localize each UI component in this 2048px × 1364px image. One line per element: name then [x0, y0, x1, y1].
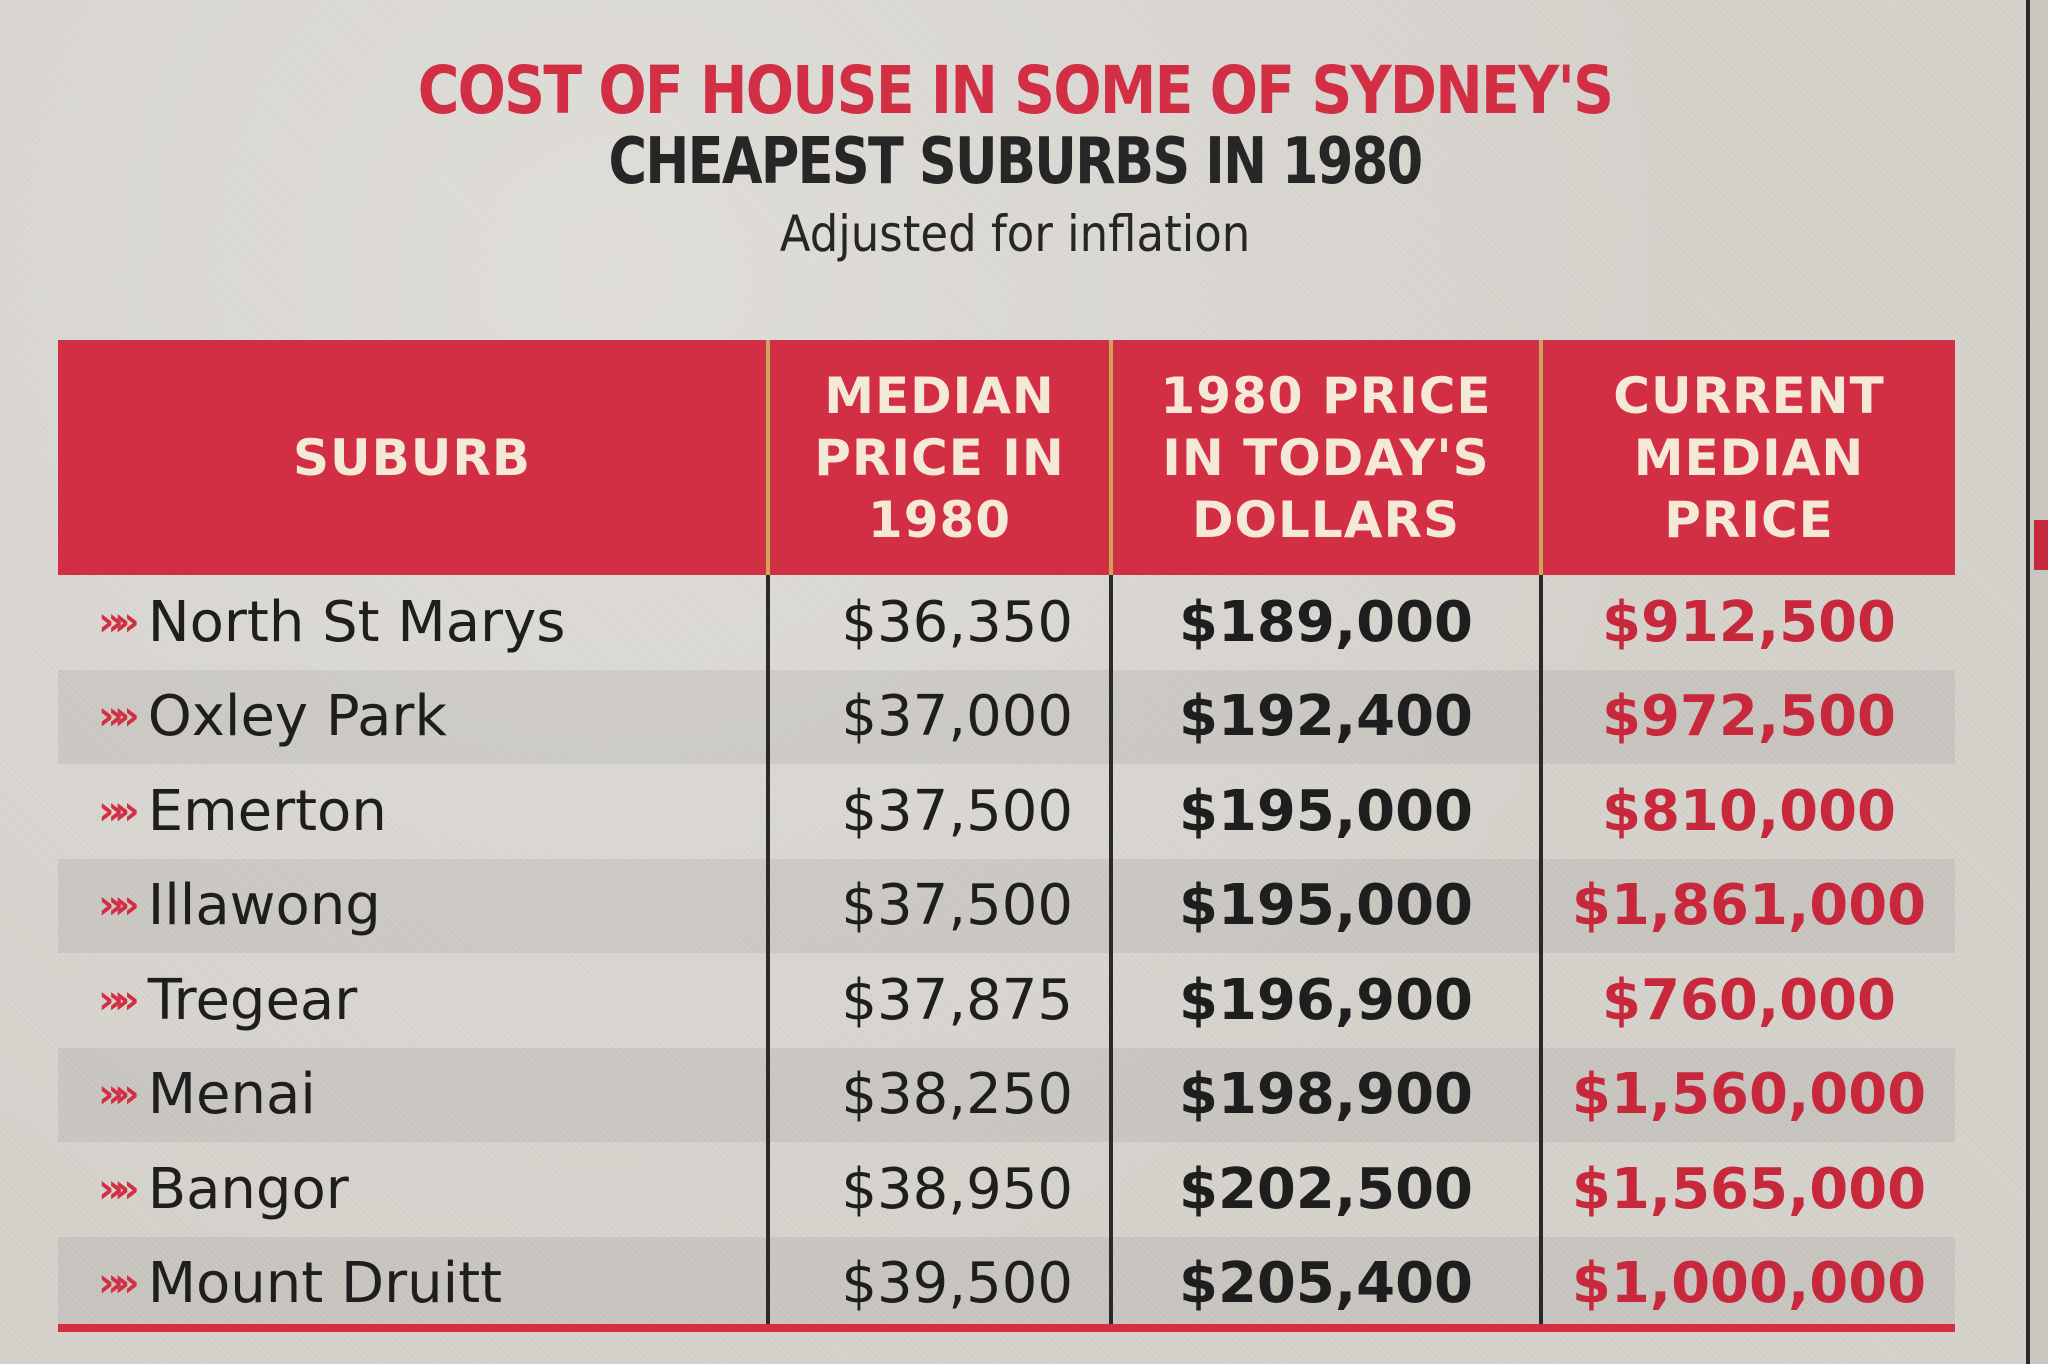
median-1980-cell: $39,500 — [766, 1236, 1111, 1331]
subtitle: Adjusted for inflation — [779, 205, 1251, 263]
suburb-cell: Illawong — [58, 858, 768, 953]
current-median-cell: $972,500 — [1539, 669, 1955, 764]
median-1980-cell: $38,950 — [766, 1142, 1111, 1237]
suburb-cell: Bangor — [58, 1142, 768, 1237]
suburb-name: Menai — [147, 1062, 316, 1128]
title-line-1: COST OF HOUSE IN SOME OF SYDNEY'S — [417, 52, 1614, 129]
table-row: North St Marys $36,350 $189,000 $912,500 — [58, 575, 1955, 670]
table-row: Oxley Park $37,000 $192,400 $972,500 — [58, 669, 1955, 764]
header-line: MEDIAN — [824, 366, 1055, 425]
median-1980-cell: $37,875 — [766, 953, 1111, 1048]
adjacent-column-edge — [2030, 0, 2048, 1364]
double-chevron-right-icon — [98, 1166, 130, 1212]
price-today-cell: $202,500 — [1109, 1142, 1541, 1237]
price-today-cell: $192,400 — [1109, 669, 1541, 764]
current-median-cell: $1,560,000 — [1539, 1047, 1955, 1142]
header-line: DOLLARS — [1192, 490, 1460, 549]
column-divider-rule — [2026, 0, 2030, 1364]
suburb-name: North St Marys — [147, 589, 566, 655]
current-median-cell: $1,565,000 — [1539, 1142, 1955, 1237]
suburb-name: Mount Druitt — [147, 1251, 503, 1317]
price-today-cell: $195,000 — [1109, 764, 1541, 859]
suburb-name: Tregear — [147, 967, 358, 1033]
median-1980-cell: $36,350 — [766, 575, 1111, 670]
table-row: Bangor $38,950 $202,500 $1,565,000 — [58, 1142, 1955, 1237]
table-row: Mount Druitt $39,500 $205,400 $1,000,000 — [58, 1236, 1955, 1331]
double-chevron-right-icon — [98, 1260, 130, 1306]
header-line: PRICE IN — [814, 428, 1065, 487]
bottom-divider — [58, 1324, 1955, 1332]
current-median-cell: $912,500 — [1539, 575, 1955, 670]
price-today-cell: $189,000 — [1109, 575, 1541, 670]
current-median-cell: $1,861,000 — [1539, 858, 1955, 953]
suburb-name: Illawong — [147, 873, 381, 939]
table-row: Tregear $37,875 $196,900 $760,000 — [58, 953, 1955, 1048]
table-row: Illawong $37,500 $195,000 $1,861,000 — [58, 858, 1955, 953]
current-median-cell: $810,000 — [1539, 764, 1955, 859]
double-chevron-right-icon — [98, 788, 130, 834]
suburb-cell: North St Marys — [58, 575, 768, 670]
suburb-cell: Oxley Park — [58, 669, 768, 764]
price-today-cell: $196,900 — [1109, 953, 1541, 1048]
double-chevron-right-icon — [98, 693, 130, 739]
header-line: MEDIAN — [1633, 428, 1865, 487]
median-1980-cell: $37,500 — [766, 858, 1111, 953]
col-header-suburb: SUBURB — [58, 340, 768, 575]
price-today-cell: $205,400 — [1109, 1236, 1541, 1331]
price-today-cell: $198,900 — [1109, 1047, 1541, 1142]
header-line: 1980 — [867, 490, 1012, 549]
table-row: Menai $38,250 $198,900 $1,560,000 — [58, 1047, 1955, 1142]
median-1980-cell: $37,000 — [766, 669, 1111, 764]
double-chevron-right-icon — [98, 1071, 130, 1117]
suburb-cell: Emerton — [58, 764, 768, 859]
double-chevron-right-icon — [98, 977, 130, 1023]
header-line: IN TODAY'S — [1162, 428, 1490, 487]
double-chevron-right-icon — [98, 599, 130, 645]
suburb-cell: Mount Druitt — [58, 1236, 768, 1331]
col-header-current-median: CURRENT MEDIAN PRICE — [1539, 340, 1955, 575]
title-line-2: CHEAPEST SUBURBS IN 1980 — [608, 125, 1423, 199]
median-1980-cell: $37,500 — [766, 764, 1111, 859]
suburb-cell: Menai — [58, 1047, 768, 1142]
suburb-name: Oxley Park — [147, 684, 447, 750]
median-1980-cell: $38,250 — [766, 1047, 1111, 1142]
current-median-cell: $1,000,000 — [1539, 1236, 1955, 1331]
suburb-name: Bangor — [147, 1156, 349, 1222]
header-line: PRICE — [1664, 490, 1834, 549]
suburb-price-table: SUBURB MEDIAN PRICE IN 1980 1980 PRICE I… — [58, 340, 1955, 1331]
header-line: 1980 PRICE — [1160, 366, 1492, 425]
current-median-cell: $760,000 — [1539, 953, 1955, 1048]
suburb-name: Emerton — [147, 778, 387, 844]
double-chevron-right-icon — [98, 882, 130, 928]
header-line: SUBURB — [293, 428, 531, 487]
adjacent-red-block — [2034, 520, 2048, 570]
table-header-row: SUBURB MEDIAN PRICE IN 1980 1980 PRICE I… — [58, 340, 1955, 575]
col-header-median-1980: MEDIAN PRICE IN 1980 — [766, 340, 1111, 575]
suburb-cell: Tregear — [58, 953, 768, 1048]
header-line: CURRENT — [1613, 366, 1885, 425]
table-row: Emerton $37,500 $195,000 $810,000 — [58, 764, 1955, 859]
price-today-cell: $195,000 — [1109, 858, 1541, 953]
col-header-price-today: 1980 PRICE IN TODAY'S DOLLARS — [1109, 340, 1541, 575]
